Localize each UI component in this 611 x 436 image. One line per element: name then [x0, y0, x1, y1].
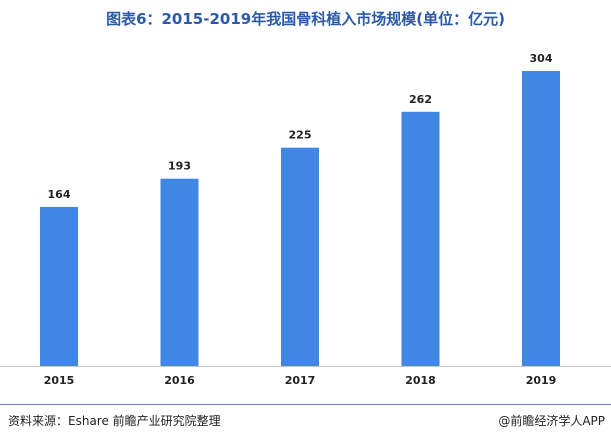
bar-2019 — [522, 71, 560, 366]
footer-divider — [0, 404, 611, 405]
bar-series: 164 193 225 262 304 — [40, 52, 560, 366]
credit-note: @前瞻经济学人APP — [498, 414, 605, 428]
bar-2015 — [40, 206, 78, 366]
data-label-2017: 225 — [289, 129, 312, 142]
data-label-2016: 193 — [168, 160, 191, 173]
x-tick-label-2019: 2019 — [526, 374, 557, 387]
bar-2016 — [160, 178, 199, 366]
source-note: 资料来源：Eshare 前瞻产业研究院整理 — [8, 414, 221, 428]
x-tick-labels: 2015 2016 2017 2018 2019 — [44, 374, 557, 387]
x-tick-label-2018: 2018 — [405, 374, 436, 387]
x-tick-label-2016: 2016 — [164, 374, 195, 387]
chart-title: 图表6：2015-2019年我国骨科植入市场规模(单位：亿元) — [106, 10, 505, 28]
bar-2018 — [401, 111, 440, 366]
data-label-2015: 164 — [48, 188, 71, 201]
data-label-2019: 304 — [530, 52, 553, 65]
data-label-2018: 262 — [409, 93, 432, 106]
bar-2017 — [281, 147, 319, 366]
x-tick-label-2017: 2017 — [285, 374, 316, 387]
x-tick-label-2015: 2015 — [44, 374, 75, 387]
